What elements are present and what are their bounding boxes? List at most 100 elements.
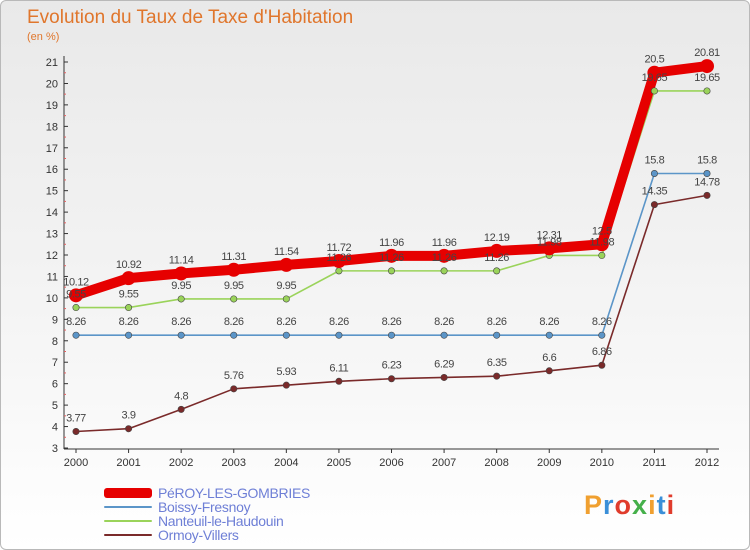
data-label: 8.26 [382,316,402,328]
y-tick-label: 3 [52,443,58,455]
data-point [703,87,711,95]
data-point [387,375,395,383]
data-point [594,237,609,252]
data-label: 10.12 [63,276,89,288]
chart-data-labels: 3.77 3.9 4.8 5.76 5.93 6.11 6.23 6.29 6.35 6.6 6.8… [63,47,720,424]
data-label: 11.54 [274,246,299,258]
data-point [335,331,343,339]
data-point [647,65,662,80]
data-label: 15.8 [645,155,665,167]
data-label: 11.31 [221,251,246,263]
chart-legend: PéROY-LES-GOMBRIES Boissy-Fresnoy Nanteuil… [104,485,311,543]
data-label: 11.14 [169,254,194,266]
data-point [72,331,80,339]
logo-letter: i [666,490,676,520]
data-point [440,267,448,275]
y-tick-label: 20 [46,78,58,90]
x-tick-label: 2003 [222,457,246,469]
y-tick-label: 12 [46,250,58,262]
legend-label: Boissy-Fresnoy [158,499,251,515]
data-label: 5.76 [224,370,244,382]
y-tick-label: 19 [46,100,58,112]
data-point [174,266,189,281]
logo-letter: x [632,490,649,520]
x-tick-label: 2011 [643,457,667,469]
chart-axes: 3 4 5 6 7 8 9 10 11 12 13 14 15 16 17 18 19 20 21 2000 2001 2… [46,56,719,469]
data-label: 8.26 [224,316,244,328]
data-point [72,427,80,435]
logo-letter: r [603,490,615,520]
data-point [545,367,553,375]
x-tick-label: 2009 [537,457,561,469]
data-label: 11.26 [379,252,404,264]
data-label: 19.65 [642,72,668,84]
data-point [282,381,290,389]
data-label: 8.26 [171,316,191,328]
data-point [282,295,290,303]
legend-item: PéROY-LES-GOMBRIES [104,485,311,501]
data-label: 6.29 [434,358,454,370]
x-tick-label: 2010 [590,457,614,469]
data-point [230,385,238,393]
data-label: 3.9 [122,410,136,422]
data-label: 8.26 [592,316,612,328]
y-tick-label: 7 [52,357,58,369]
data-label: 8.26 [434,316,454,328]
data-label: 12.31 [536,229,562,241]
y-tick-label: 6 [52,379,58,391]
data-label: 19.65 [694,72,720,84]
y-tick-label: 15 [46,186,58,198]
data-label: 9.95 [224,280,244,292]
data-point [542,241,557,256]
data-point [335,377,343,385]
data-label: 9.55 [66,289,86,301]
legend-item: Nanteuil-le-Haudouin [104,513,310,529]
logo-letter: o [614,490,633,520]
data-label: 11.26 [327,252,352,264]
legend-item: Ormoy-Villers [104,527,310,543]
data-point [650,170,658,178]
x-tick-label: 2001 [116,457,140,469]
data-label: 6.35 [487,357,507,369]
data-point [384,248,399,263]
data-label: 11.98 [589,236,614,248]
legend-swatch [104,506,152,508]
legend-item: Boissy-Fresnoy [104,499,310,515]
data-label: 8.26 [276,316,296,328]
legend-label: PéROY-LES-GOMBRIES [158,485,311,501]
data-point [598,251,606,259]
data-point [177,295,185,303]
data-label: 6.86 [592,346,612,358]
data-point [279,257,294,272]
data-point [125,304,133,312]
legend-label: Nanteuil-le-Haudouin [158,513,284,529]
data-point [177,331,185,339]
data-point [703,170,711,178]
data-label: 8.26 [119,316,139,328]
data-label: 11.72 [327,242,352,254]
data-point [545,331,553,339]
data-label: 20.5 [645,54,665,66]
data-point [700,59,714,74]
data-label: 11.96 [379,237,404,249]
data-point [125,425,133,433]
y-tick-label: 8 [52,336,58,348]
legend-swatch [104,534,152,536]
logo-letter: t [656,490,667,520]
data-label: 15.8 [697,155,717,167]
data-label: 12.19 [484,232,510,244]
data-point [121,271,136,286]
data-point [440,331,448,339]
data-label: 14.78 [694,176,720,188]
data-label: 6.23 [382,360,402,372]
data-point [703,191,711,199]
x-tick-label: 2007 [432,457,456,469]
logo-letter: P [584,490,604,520]
data-point [493,331,501,339]
y-tick-label: 14 [46,207,58,219]
x-tick-label: 2004 [274,457,298,469]
data-point [69,288,83,303]
data-point [493,267,501,275]
x-tick-label: 2008 [484,457,508,469]
